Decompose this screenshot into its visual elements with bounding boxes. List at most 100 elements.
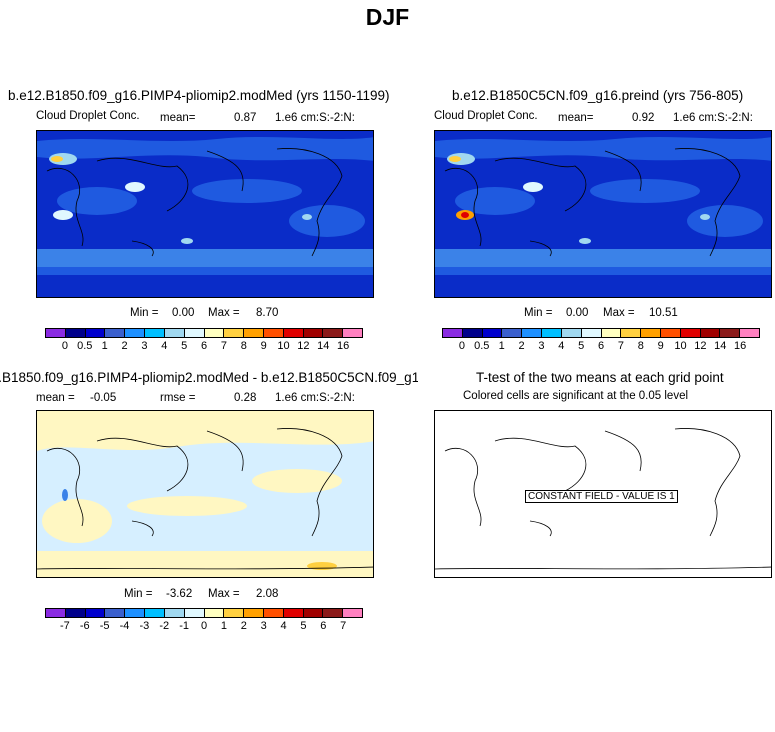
colorbar-tick-label: -5	[99, 620, 110, 632]
colorbar-swatch	[65, 329, 86, 337]
colorbar-ticks: 0 0.5 1 2 3 4 5 6 7 8 9 10 12 14 16	[45, 340, 363, 354]
colorbar-swatch	[303, 329, 324, 337]
colorbar-swatch	[105, 329, 126, 337]
colorbar-tick-label: 7	[220, 340, 227, 352]
colorbar-tick-label: 0	[61, 340, 68, 352]
colorbar-swatch	[502, 329, 523, 337]
colorbar-swatch	[184, 329, 205, 337]
map-top-left	[36, 130, 374, 298]
min-label-bottom-left: Min =	[124, 588, 153, 600]
colorbar-tick-label: 9	[260, 340, 267, 352]
colorbar-swatch	[283, 609, 304, 617]
colorbar-swatch	[462, 329, 483, 337]
colorbar-tick-label: 16	[734, 340, 747, 352]
colorbar-tick-label: 3	[260, 620, 267, 632]
map-bottom-left	[36, 410, 374, 578]
colorbar-swatch	[303, 609, 324, 617]
max-value-bottom-left: 2.08	[256, 588, 279, 600]
colorbar-tick-label: 9	[657, 340, 664, 352]
max-label-top-right: Max =	[603, 307, 635, 319]
colorbar-swatch	[46, 609, 66, 617]
colorbar-swatches	[45, 608, 363, 618]
colorbar-swatch	[125, 609, 146, 617]
colorbar-tick-label: 6	[320, 620, 327, 632]
colorbar-tick-label: 2	[240, 620, 247, 632]
constant-field-annotation: CONSTANT FIELD - VALUE IS 1	[525, 490, 678, 503]
map-field-top-right	[435, 131, 771, 297]
colorbar-tick-label: 1	[220, 620, 227, 632]
colorbar-tick-label: 1	[498, 340, 505, 352]
units-top-left: 1.e6 cm:S:-2:N:	[275, 112, 355, 124]
colorbar-swatch	[85, 329, 106, 337]
colorbar-tick-label: 10	[277, 340, 290, 352]
colorbar-tick-label: 0.5	[77, 340, 93, 352]
panel-title-clip-bottom-left: b.e12.B1850.f09_g16.PIMP4-pliomip2.modMe…	[0, 370, 418, 388]
colorbar-swatch	[224, 329, 245, 337]
colorbar-tick-label: 14	[317, 340, 330, 352]
colorbar-swatch	[581, 329, 602, 337]
colorbar-swatch	[343, 329, 362, 337]
colorbar-swatch	[145, 609, 165, 617]
max-label-top-left: Max =	[208, 307, 240, 319]
colorbar-tick-label: 10	[674, 340, 687, 352]
colorbar-tick-label: 2	[121, 340, 128, 352]
colorbar-tick-label: 0.5	[474, 340, 490, 352]
colorbar-tick-label: 0	[458, 340, 465, 352]
colorbar-swatch	[164, 609, 185, 617]
colorbar-swatch	[244, 329, 264, 337]
colorbar-tick-label: -7	[59, 620, 70, 632]
colorbar-swatches	[45, 328, 363, 338]
mean-label-bottom-left: mean =	[36, 392, 75, 404]
colorbar-swatch	[164, 329, 185, 337]
colorbar-swatch	[720, 329, 741, 337]
colorbar-tick-label: 3	[141, 340, 148, 352]
colorbar-swatch	[700, 329, 721, 337]
colorbar-tick-label: 8	[637, 340, 644, 352]
colorbar-tick-label: 6	[597, 340, 605, 352]
colorbar-tick-label: 5	[578, 340, 585, 352]
max-value-top-left: 8.70	[256, 307, 279, 319]
colorbar-tick-label: 12	[297, 340, 310, 352]
units-top-right: 1.e6 cm:S:-2:N:	[673, 112, 753, 124]
colorbar-swatch	[145, 329, 165, 337]
colorbar-swatch	[125, 329, 146, 337]
colorbar-swatch	[660, 329, 681, 337]
colorbar-swatch	[85, 609, 106, 617]
colorbar-swatch	[680, 329, 701, 337]
units-bottom-left: 1.e6 cm:S:-2:N:	[275, 392, 355, 404]
colorbar-tick-label: 3	[538, 340, 545, 352]
mean-value-bottom-left: -0.05	[90, 392, 117, 404]
rmse-label-bottom-left: rmse =	[160, 392, 196, 404]
colorbar-ticks: 0 0.5 1 2 3 4 5 6 7 8 9 10 12 14 16	[442, 340, 760, 354]
map-field-bottom-left	[37, 411, 373, 577]
min-value-bottom-left: -3.62	[166, 588, 193, 600]
figure-title: DJF	[365, 4, 410, 30]
max-value-top-right: 10.51	[649, 307, 678, 319]
colorbar-tick-label: 8	[240, 340, 247, 352]
colorbar-swatch	[323, 329, 344, 337]
colorbar-swatch	[204, 329, 225, 337]
panel-subtitle-bottom-right: Colored cells are significant at the 0.0…	[463, 390, 689, 402]
colorbar-tick-label: -2	[159, 620, 170, 632]
colorbar-swatch	[263, 609, 284, 617]
min-value-top-left: 0.00	[172, 307, 195, 319]
colorbar-swatch	[343, 609, 362, 617]
panel-title-top-left: b.e12.B1850.f09_g16.PIMP4-pliomip2.modMe…	[8, 88, 390, 103]
map-top-right	[434, 130, 772, 298]
colorbar-swatch	[601, 329, 622, 337]
colorbar-tick-label: 0	[200, 620, 208, 632]
colorbar-swatch	[641, 329, 661, 337]
max-label-bottom-left: Max =	[208, 588, 240, 600]
colorbar-swatch	[482, 329, 503, 337]
field-label-top-left: Cloud Droplet Conc.	[36, 110, 140, 122]
colorbar-tick-label: -1	[179, 620, 190, 632]
colorbar-tick-label: 1	[101, 340, 108, 352]
map-bottom-right: CONSTANT FIELD - VALUE IS 1	[434, 410, 772, 578]
colorbar-swatch	[561, 329, 582, 337]
colorbar-swatch	[542, 329, 562, 337]
colorbar-tick-label: 5	[300, 620, 307, 632]
colorbar-swatch	[443, 329, 463, 337]
mean-value-top-left: 0.87	[234, 112, 257, 124]
panel-title-bottom-right: T-test of the two means at each grid poi…	[476, 370, 724, 385]
colorbar-ticks: -7 -6 -5 -4 -3 -2 -1 0 1 2 3 4 5 6 7	[45, 620, 363, 634]
